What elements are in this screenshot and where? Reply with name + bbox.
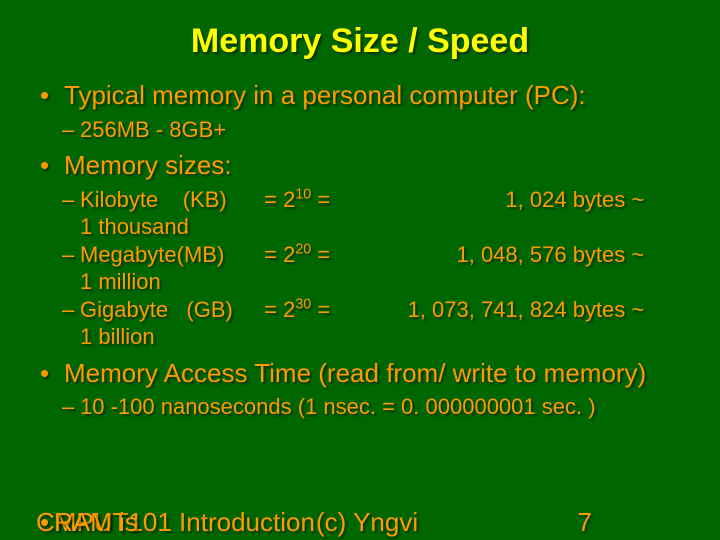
- slide: Memory Size / Speed Typical memory in a …: [0, 0, 720, 540]
- eq-exp: 20: [295, 241, 311, 257]
- bullet-text: Memory Access Time (read from/ write to …: [64, 358, 646, 388]
- sub-256mb-8gb: 256MB - 8GB+: [80, 116, 684, 144]
- eq-base: = 2: [264, 187, 295, 212]
- sub-nanoseconds: 10 -100 nanoseconds (1 nsec. = 0. 000000…: [80, 393, 684, 421]
- eq-post: =: [311, 187, 330, 212]
- footer-right: 7: [578, 507, 592, 538]
- approx-value: 1 thousand: [80, 213, 684, 241]
- eq-base: = 2: [264, 242, 295, 267]
- row-megabyte: Megabyte(MB) = 220 = 1, 048, 576 bytes ~…: [80, 241, 684, 296]
- bullet-ram-is: RAM is: [54, 507, 138, 538]
- row-kilobyte: Kilobyte (KB) = 210 = 1, 024 bytes ~ 1 t…: [80, 186, 684, 241]
- unit-abbr: (GB): [186, 297, 232, 322]
- bytes-value: 1, 073, 741, 824 bytes ~: [354, 296, 644, 324]
- row-gigabyte: Gigabyte (GB) = 230 = 1, 073, 741, 824 b…: [80, 296, 684, 351]
- approx-value: 1 billion: [80, 323, 684, 351]
- eq-exp: 10: [295, 186, 311, 202]
- eq-post: =: [311, 297, 330, 322]
- unit-abbr: (KB): [183, 187, 227, 212]
- bullet-typical-memory: Typical memory in a personal computer (P…: [64, 79, 684, 143]
- unit-name: Kilobyte: [80, 187, 158, 212]
- bytes-value: 1, 024 bytes ~: [354, 186, 644, 214]
- bullet-text: Memory sizes:: [64, 150, 232, 180]
- eq-base: = 2: [264, 297, 295, 322]
- bullet-ram-marker: •: [40, 507, 49, 538]
- unit-name: Megabyte: [80, 242, 177, 267]
- unit-name: Gigabyte: [80, 297, 168, 322]
- bullet-memory-access-time: Memory Access Time (read from/ write to …: [64, 357, 684, 421]
- eq-post: =: [311, 242, 330, 267]
- bullet-text: Typical memory in a personal computer (P…: [64, 80, 586, 110]
- eq-exp: 30: [295, 296, 311, 312]
- approx-value: 1 million: [80, 268, 684, 296]
- slide-body: Typical memory in a personal computer (P…: [0, 61, 720, 421]
- unit-abbr: (MB): [177, 242, 225, 267]
- bullet-memory-sizes: Memory sizes: Kilobyte (KB) = 210 = 1, 0…: [64, 149, 684, 351]
- bytes-value: 1, 048, 576 bytes ~: [354, 241, 644, 269]
- slide-title: Memory Size / Speed: [0, 0, 720, 61]
- footer-mid: (c) Yngvi: [316, 507, 418, 538]
